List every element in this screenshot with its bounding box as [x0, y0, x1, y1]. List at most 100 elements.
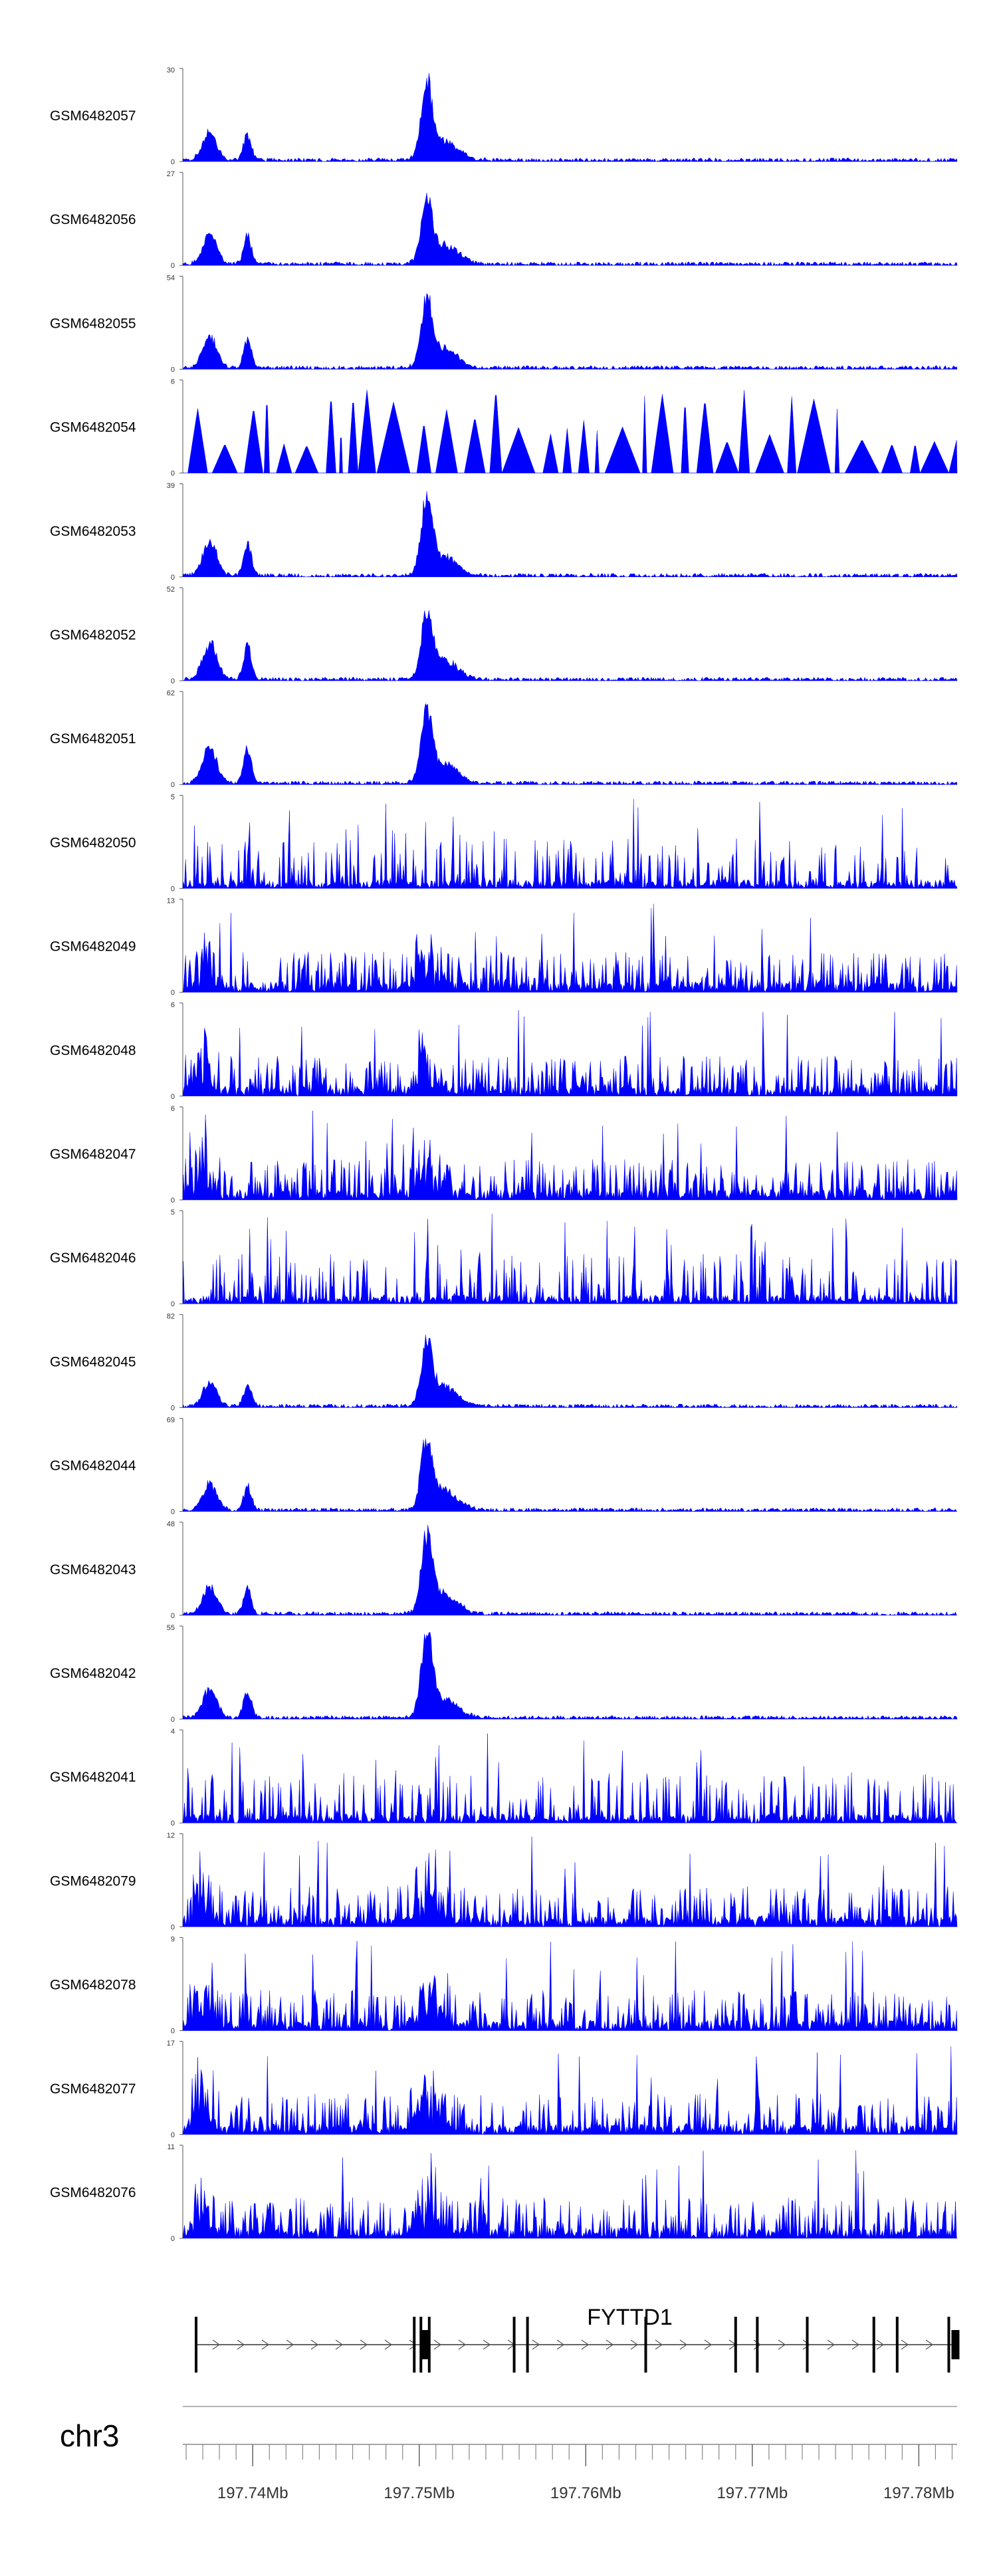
track-ymax-label: 6: [171, 1001, 175, 1009]
gene-strand-arrow: [630, 2339, 639, 2350]
track-coverage-area: [182, 703, 958, 786]
track-coverage-area: [182, 1524, 957, 1616]
track-label: GSM6482056: [50, 212, 136, 227]
gene-strand-arrow: [286, 2339, 294, 2350]
track-gsm6482052: GSM6482052 52 0: [50, 586, 958, 685]
track-label: GSM6482054: [50, 420, 136, 435]
gene-exon: [644, 2317, 647, 2373]
track-yzero-label: 0: [171, 1716, 175, 1724]
track-label: GSM6482052: [50, 628, 136, 643]
track-coverage-area: [182, 1631, 958, 1720]
gene-strand-arrow: [581, 2339, 590, 2350]
track-label: GSM6482055: [50, 316, 136, 331]
track-yzero-label: 0: [171, 885, 175, 893]
track-label: GSM6482047: [50, 1147, 136, 1162]
track-gsm6482078: GSM6482078 9 0: [50, 1936, 958, 2036]
track-label: GSM6482042: [50, 1666, 136, 1681]
track-gsm6482042: GSM6482042 55 0: [50, 1624, 958, 1724]
chromosome-label: chr3: [60, 2418, 119, 2453]
track-yzero-label: 0: [171, 1819, 175, 1827]
gene-exon: [951, 2330, 960, 2359]
gene-exon: [756, 2317, 759, 2373]
gene-strand-arrow: [433, 2339, 442, 2350]
track-yzero-label: 0: [171, 677, 175, 685]
track-ymax-label: 39: [167, 482, 175, 490]
track-yzero-label: 0: [171, 1923, 175, 1931]
track-gsm6482053: GSM6482053 39 0: [50, 482, 958, 582]
track-label: GSM6482046: [50, 1250, 136, 1266]
track-yzero-label: 0: [171, 1612, 175, 1620]
track-ymax-label: 13: [167, 897, 175, 905]
track-label: GSM6482051: [50, 731, 136, 747]
track-gsm6482079: GSM6482079 12 0: [50, 1831, 958, 1931]
track-yzero-label: 0: [171, 262, 175, 270]
track-ymax-label: 30: [167, 66, 175, 74]
track-coverage-area: [182, 1733, 958, 1823]
gene-strand-arrow: [409, 2339, 417, 2350]
gene-strand-arrow: [458, 2339, 467, 2350]
track-label: GSM6482053: [50, 524, 136, 539]
track-yzero-label: 0: [171, 574, 175, 582]
track-coverage-area: [182, 2150, 958, 2239]
track-gsm6482077: GSM6482077 17 0: [50, 2040, 958, 2139]
gene-exon: [195, 2317, 198, 2373]
gene-strand-arrow: [310, 2339, 319, 2350]
gene-exon: [413, 2317, 416, 2373]
track-coverage-area: [182, 193, 958, 267]
gene-strand-arrow: [483, 2339, 491, 2350]
gene-strand-arrow: [212, 2339, 221, 2350]
track-yzero-label: 0: [171, 366, 175, 374]
track-yzero-label: 0: [171, 781, 175, 789]
track-yzero-label: 0: [171, 1404, 175, 1412]
track-label: GSM6482057: [50, 108, 136, 124]
gene-strand-arrow: [778, 2339, 786, 2350]
track-gsm6482076: GSM6482076 11 0: [50, 2143, 958, 2243]
track-yzero-label: 0: [171, 1093, 175, 1101]
track-yzero-label: 0: [171, 1197, 175, 1205]
track-ymax-label: 9: [171, 1936, 175, 1944]
gene-strand-arrow: [360, 2339, 368, 2350]
axis-tick-label: 197.78Mb: [883, 2484, 954, 2502]
gene-exon: [734, 2317, 737, 2373]
track-label: GSM6482045: [50, 1354, 136, 1369]
gene-strand-arrow: [704, 2339, 713, 2350]
track-label: GSM6482079: [50, 1873, 136, 1889]
track-coverage-area: [182, 2046, 958, 2135]
track-yzero-label: 0: [171, 2235, 175, 2243]
track-yzero-label: 0: [171, 158, 175, 166]
track-ymax-label: 11: [167, 2143, 175, 2151]
track-yzero-label: 0: [171, 470, 175, 478]
gene-strand-arrow: [237, 2339, 245, 2350]
track-coverage-area: [182, 1334, 958, 1409]
track-gsm6482057: GSM6482057 30 0: [50, 66, 958, 166]
gene-strand-arrow: [925, 2339, 934, 2350]
track-ymax-label: 62: [167, 689, 175, 697]
track-coverage-area: [182, 903, 958, 993]
track-ymax-label: 12: [167, 1831, 175, 1839]
axis-tick-label: 197.75Mb: [384, 2484, 455, 2502]
gene-strand-arrow: [384, 2339, 393, 2350]
gene-strand-arrow: [556, 2339, 565, 2350]
track-label: GSM6482043: [50, 1562, 136, 1578]
track-label: GSM6482048: [50, 1043, 136, 1058]
track-coverage-area: [182, 1214, 958, 1304]
track-gsm6482043: GSM6482043 48 0: [50, 1520, 957, 1620]
track-yzero-label: 0: [171, 1508, 175, 1516]
gene-strand-arrow: [532, 2339, 540, 2350]
track-gsm6482048: GSM6482048 6 0: [50, 1001, 958, 1101]
gene-strand-arrow: [335, 2339, 344, 2350]
track-label: GSM6482049: [50, 939, 136, 955]
track-ymax-label: 69: [167, 1417, 175, 1425]
gene-strand-arrow: [827, 2339, 835, 2350]
track-label: GSM6482077: [50, 2081, 136, 2097]
track-ymax-label: 52: [167, 586, 175, 594]
track-gsm6482041: GSM6482041 4 0: [50, 1728, 958, 1827]
track-ymax-label: 4: [171, 1728, 175, 1736]
track-gsm6482049: GSM6482049 13 0: [50, 897, 958, 997]
gene-strand-arrow: [655, 2339, 663, 2350]
track-gsm6482046: GSM6482046 5 0: [50, 1209, 958, 1308]
gene-strand-arrow: [851, 2339, 860, 2350]
track-gsm6482047: GSM6482047 6 0: [50, 1105, 958, 1205]
track-coverage-area: [182, 610, 958, 681]
